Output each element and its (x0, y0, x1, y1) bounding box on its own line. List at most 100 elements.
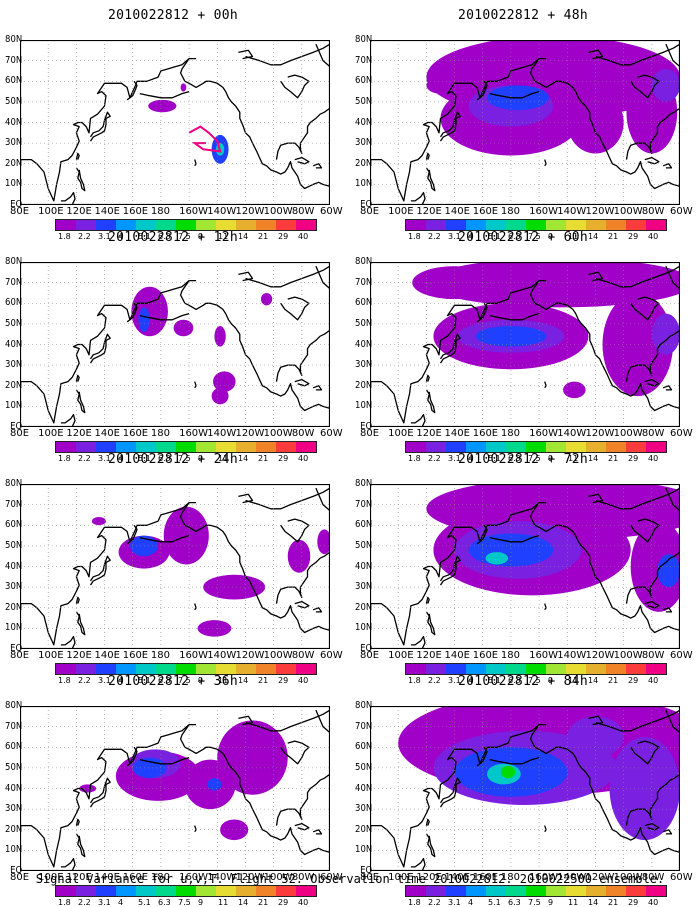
lon-tick-label: 80W (641, 428, 665, 439)
lat-tick-label: 10N (4, 844, 22, 856)
panel-title: 2010022812 + 72h (458, 452, 589, 467)
coastline-hispaniola (312, 163, 323, 169)
variance-contour-fill (475, 325, 547, 347)
colorbar-label: 7.5 (178, 454, 191, 463)
colorbar-label: 9 (548, 232, 554, 241)
coastline-arctic-islands (595, 709, 680, 732)
lon-tick-label: 140E (94, 872, 120, 883)
coastline-arctic-islands (595, 487, 680, 510)
colorbar-swatch (546, 442, 566, 452)
lat-tick-label: 80N (4, 256, 22, 267)
lon-tick-label: 100W (263, 650, 293, 661)
colorbar-swatch (256, 886, 276, 896)
colorbar-label: 6.3 (158, 676, 171, 685)
colorbar-swatch (446, 886, 466, 896)
lon-tick-label: 140E (94, 650, 120, 661)
colorbar-swatch (466, 442, 486, 452)
colorbar-label: 40 (648, 898, 659, 907)
lat-tick-label: 50N (354, 761, 372, 773)
colorbar-label: 1.8 (408, 676, 421, 685)
colorbar-swatch (76, 664, 96, 674)
lon-tick-label: 60W (320, 650, 343, 661)
colorbar-label: 14 (588, 676, 599, 685)
coastline-hudson-bay (280, 296, 310, 321)
colorbar-label: 40 (648, 232, 659, 241)
variance-contour-fill (211, 387, 229, 405)
lat-tick-label: 10N (4, 622, 22, 634)
colorbar-label: 1.8 (408, 898, 421, 907)
coastline-aleutians (489, 534, 540, 543)
colorbar-label: 29 (278, 898, 289, 907)
lon-tick-label: 140W (557, 650, 587, 661)
colorbar-label: 7.5 (528, 676, 541, 685)
lat-tick-label: 80N (354, 34, 372, 45)
coastline-taiwan (425, 818, 430, 826)
lon-tick-label: 140W (207, 206, 237, 217)
colorbar-label: 11 (218, 454, 229, 463)
lat-tick-label: 20N (354, 601, 372, 613)
lat-tick-label: EQ (9, 643, 22, 654)
colorbar-label: 3.1 (98, 898, 111, 907)
colorbar-swatch (406, 220, 426, 230)
lon-tick-label: 160E (472, 206, 499, 217)
lon-tick-label: 160E (472, 650, 499, 661)
coastline-philippines (75, 833, 86, 858)
colorbar-label: 29 (628, 676, 639, 685)
colorbar-swatch (546, 664, 566, 674)
colorbar-swatch (586, 220, 606, 230)
colorbar-label: 11 (568, 232, 579, 241)
lon-tick-label: 100W (613, 650, 643, 661)
colorbar-label: 9 (548, 676, 554, 685)
colorbar-swatch (646, 442, 666, 452)
coastline-philippines (75, 611, 86, 636)
lat-tick-label: 10N (354, 178, 372, 190)
colorbar-swatch (526, 886, 546, 896)
panel-title: 2010022812 + 60h (458, 230, 589, 245)
colorbar-label: 9 (198, 232, 204, 241)
coastline-japan (89, 555, 111, 586)
colorbar-label: 3.1 (98, 232, 111, 241)
colorbar-swatch (646, 886, 666, 896)
lat-tick-label: 40N (354, 116, 372, 128)
coastline-borneo (410, 413, 426, 427)
colorbar (55, 663, 317, 675)
colorbar-label: 3.1 (448, 676, 461, 685)
coastline-hudson-bay (280, 740, 310, 765)
lon-tick-label: 80W (641, 872, 665, 883)
coastline-philippines (75, 389, 86, 414)
colorbar-label: 4 (118, 454, 124, 463)
lat-tick-label: 60N (4, 519, 22, 531)
lon-tick-label: 180 (500, 428, 520, 439)
lon-tick-label: 80W (641, 650, 665, 661)
coastline-kamchatka (126, 80, 138, 101)
lat-tick-label: EQ (359, 643, 372, 654)
colorbar-label: 6.3 (508, 676, 521, 685)
coastline-cuba (644, 822, 660, 831)
colorbar-label: 5.1 (488, 676, 501, 685)
variance-contour-fill (657, 554, 680, 588)
coastline-greenland-edge (665, 709, 680, 734)
lon-tick-label: 120E (66, 650, 92, 661)
map-svg (20, 262, 330, 427)
colorbar-swatch (586, 664, 606, 674)
lon-tick-label: 160E (122, 872, 149, 883)
lon-tick-label: 100E (388, 872, 414, 883)
lon-tick-label: 180 (150, 650, 170, 661)
colorbar-swatch (136, 220, 156, 230)
lon-tick-label: 140W (557, 206, 587, 217)
variance-contour-fill (563, 381, 586, 399)
lon-tick-label: 80W (291, 428, 315, 439)
colorbar-swatch (606, 664, 626, 674)
variance-contour-fill (163, 506, 209, 565)
coastline-hispaniola (662, 163, 673, 169)
lon-tick-label: 140E (444, 872, 470, 883)
colorbar-swatch (276, 220, 296, 230)
lon-tick-label: 120E (416, 650, 442, 661)
lat-tick-label: 70N (354, 498, 372, 510)
map-plot (370, 706, 680, 871)
coastline-greenland-edge (315, 265, 330, 290)
coastline-japan (89, 333, 111, 364)
colorbar (405, 885, 667, 897)
colorbar-swatch (96, 442, 116, 452)
colorbar-swatch (526, 442, 546, 452)
